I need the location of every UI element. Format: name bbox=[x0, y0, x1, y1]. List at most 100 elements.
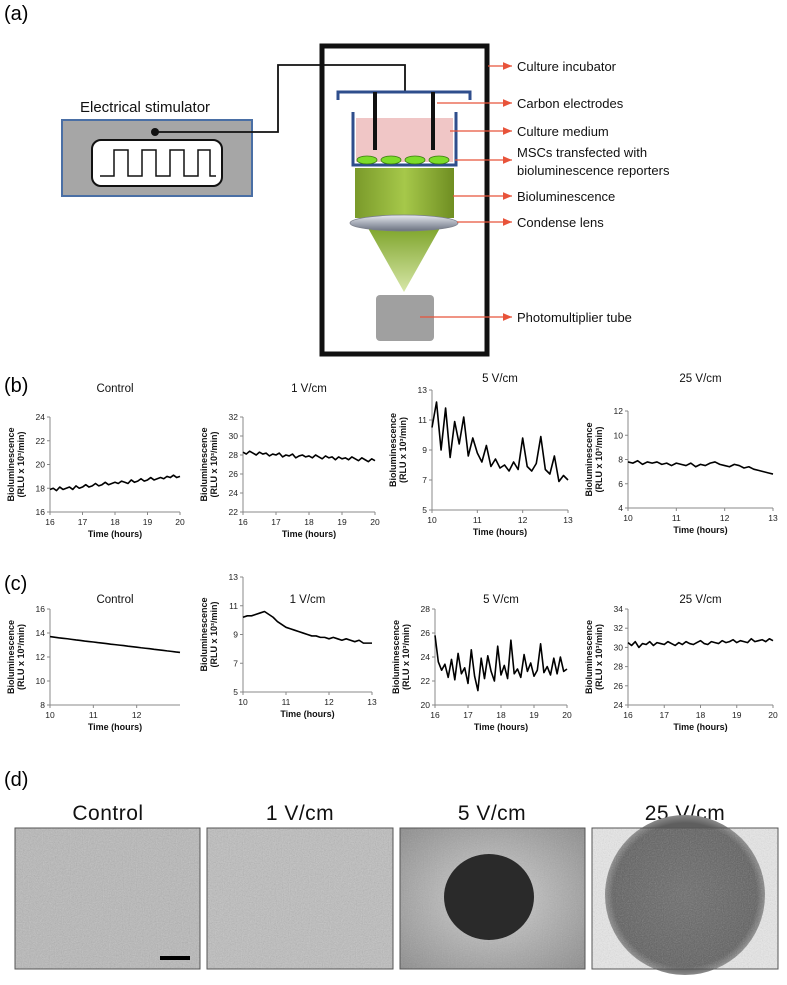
chart-title: 1 V/cm bbox=[291, 383, 327, 395]
bioluminescence-beam bbox=[355, 168, 454, 218]
micrograph bbox=[14, 827, 201, 970]
micrograph-label: 5 V/cm bbox=[458, 802, 526, 825]
y-tick-label: 24 bbox=[36, 412, 46, 422]
x-tick-label: 13 bbox=[563, 515, 573, 525]
x-tick-label: 16 bbox=[430, 710, 440, 720]
x-tick-label: 11 bbox=[473, 515, 482, 525]
chart-title: 25 V/cm bbox=[679, 373, 721, 385]
data-line bbox=[431, 401, 569, 483]
y-tick-label: 13 bbox=[229, 572, 239, 582]
x-tick-label: 19 bbox=[337, 517, 347, 527]
dish bbox=[351, 112, 458, 167]
y-axis-label: (RLU x 10³/min) bbox=[209, 601, 219, 667]
x-tick-label: 13 bbox=[768, 513, 778, 523]
scale-bar bbox=[160, 956, 190, 960]
y-tick-label: 8 bbox=[40, 700, 45, 710]
callout: MSCs transfected with bbox=[517, 145, 647, 160]
y-tick-label: 12 bbox=[614, 406, 624, 416]
y-axis-label: (RLU x 10³/min) bbox=[209, 431, 219, 497]
y-tick-label: 5 bbox=[422, 505, 427, 515]
callout: Carbon electrodes bbox=[517, 96, 624, 111]
x-tick-label: 19 bbox=[143, 517, 153, 527]
x-tick-label: 20 bbox=[370, 517, 380, 527]
x-tick-label: 16 bbox=[623, 710, 633, 720]
chart-title: 5 V/cm bbox=[482, 373, 518, 385]
y-axis-label: (RLU x 10³/min) bbox=[594, 426, 604, 492]
data-line bbox=[242, 450, 376, 463]
y-tick-label: 22 bbox=[421, 676, 431, 686]
data-line bbox=[627, 459, 774, 475]
y-tick-label: 32 bbox=[229, 412, 239, 422]
cells bbox=[356, 155, 450, 165]
x-tick-label: 18 bbox=[696, 710, 706, 720]
micrograph-label: Control bbox=[72, 802, 143, 825]
y-tick-label: 12 bbox=[36, 652, 46, 662]
x-tick-label: 12 bbox=[518, 515, 528, 525]
chart-title: 25 V/cm bbox=[679, 594, 721, 606]
x-tick-label: 12 bbox=[324, 697, 334, 707]
panel-label: (d) bbox=[4, 769, 28, 791]
y-axis-label: Bioluminescence bbox=[199, 597, 209, 671]
data-line bbox=[49, 474, 181, 492]
y-tick-label: 7 bbox=[422, 475, 427, 485]
x-tick-label: 17 bbox=[78, 517, 88, 527]
x-tick-label: 18 bbox=[110, 517, 120, 527]
y-tick-label: 11 bbox=[229, 601, 238, 611]
x-tick-label: 19 bbox=[732, 710, 742, 720]
y-tick-label: 18 bbox=[36, 483, 46, 493]
micrograph bbox=[591, 815, 779, 975]
y-axis-label: (RLU x 10³/min) bbox=[594, 624, 604, 690]
y-tick-label: 5 bbox=[233, 687, 238, 697]
x-tick-label: 13 bbox=[367, 697, 377, 707]
line-chart: 25 V/cm 24 26 28 30 32 34 16 17 18 19 20 Time (hours… bbox=[584, 594, 778, 732]
chart-title: Control bbox=[96, 383, 133, 395]
y-tick-label: 16 bbox=[36, 507, 46, 517]
y-axis-label: Bioluminescence bbox=[6, 620, 16, 694]
y-tick-label: 28 bbox=[229, 450, 239, 460]
x-tick-label: 10 bbox=[238, 697, 248, 707]
wire bbox=[155, 64, 406, 133]
y-axis-label: (RLU x 10³/min) bbox=[401, 624, 411, 690]
x-tick-label: 17 bbox=[271, 517, 281, 527]
callout: Condense lens bbox=[517, 215, 604, 230]
y-tick-label: 10 bbox=[36, 676, 46, 686]
x-tick-label: 17 bbox=[463, 710, 473, 720]
micrograph bbox=[206, 827, 394, 970]
condense-lens bbox=[349, 214, 459, 232]
callout: bioluminescence reporters bbox=[517, 163, 670, 178]
callout: Photomultiplier tube bbox=[517, 310, 632, 325]
y-axis-label: Bioluminescence bbox=[6, 427, 16, 501]
y-tick-label: 26 bbox=[614, 681, 624, 691]
x-axis-label: Time (hours) bbox=[474, 722, 528, 732]
chart-title: Control bbox=[96, 594, 133, 606]
x-axis-label: Time (hours) bbox=[673, 722, 727, 732]
y-tick-label: 14 bbox=[36, 628, 46, 638]
y-tick-label: 13 bbox=[418, 385, 428, 395]
x-axis-label: Time (hours) bbox=[88, 722, 142, 732]
y-tick-label: 24 bbox=[421, 652, 431, 662]
line-chart: 1 V/cm 5 7 9 11 13 10 11 12 13 Time (hours) Biolumi… bbox=[199, 572, 377, 719]
panel-label: (a) bbox=[4, 3, 28, 25]
data-line bbox=[434, 635, 568, 692]
panel-label: (c) bbox=[4, 573, 27, 595]
x-axis-label: Time (hours) bbox=[673, 525, 727, 535]
y-tick-label: 20 bbox=[421, 700, 431, 710]
line-chart: 25 V/cm 4 6 8 10 12 10 11 12 13 Time (hours) Biolum… bbox=[584, 373, 778, 535]
y-tick-label: 32 bbox=[614, 623, 624, 633]
x-tick-label: 18 bbox=[304, 517, 314, 527]
micrograph bbox=[399, 827, 586, 970]
y-tick-label: 26 bbox=[421, 628, 431, 638]
x-axis-label: Time (hours) bbox=[473, 527, 527, 537]
x-tick-label: 10 bbox=[45, 710, 55, 720]
y-tick-label: 4 bbox=[618, 503, 623, 513]
y-tick-label: 6 bbox=[618, 479, 623, 489]
focused-beam bbox=[368, 228, 440, 292]
x-tick-label: 10 bbox=[427, 515, 437, 525]
x-tick-label: 17 bbox=[660, 710, 670, 720]
y-axis-label: Bioluminescence bbox=[584, 620, 594, 694]
y-tick-label: 10 bbox=[614, 430, 624, 440]
x-axis-label: Time (hours) bbox=[88, 529, 142, 539]
x-axis-label: Time (hours) bbox=[280, 709, 334, 719]
photomultiplier bbox=[376, 295, 434, 341]
